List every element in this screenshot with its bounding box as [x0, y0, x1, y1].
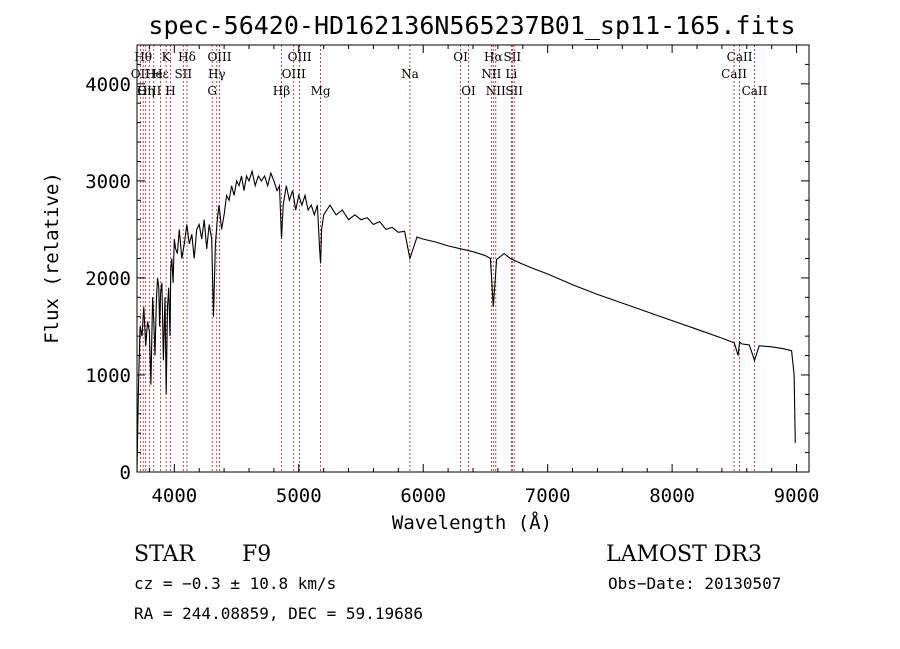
y-tick-label: 3000 — [85, 171, 131, 193]
object-class: STAR — [134, 542, 196, 567]
line-marker-label: G — [207, 84, 217, 98]
line-markers — [139, 45, 755, 472]
line-marker-label: OI — [461, 84, 476, 98]
line-marker-label: Hδ — [178, 50, 196, 64]
line-marker-label: Mg — [311, 84, 331, 98]
line-marker-label: OIII — [137, 84, 161, 98]
line-marker-label: NII — [481, 67, 501, 81]
line-marker-label: CaII — [742, 84, 768, 98]
line-marker-label: CaII — [721, 67, 747, 81]
y-axis-ticks: 0 1000 2000 3000 4000 — [85, 44, 809, 484]
line-marker-label: Na — [401, 67, 419, 81]
line-marker-label: CaII — [727, 50, 753, 64]
line-marker-label: K — [162, 50, 172, 64]
x-tick-label: 4000 — [151, 485, 197, 507]
line-marker-labels: OIIHθHηOIIIHeHεKHSIIHδGHγOIIIHβOIIIOIIIM… — [131, 50, 768, 98]
line-marker-label: SII — [503, 50, 521, 64]
line-marker-label: SII — [505, 84, 523, 98]
x-tick-label: 5000 — [276, 485, 322, 507]
redshift-readout: cz = −0.3 ± 10.8 km/s — [134, 574, 336, 593]
chart-title: spec-56420-HD162136N565237B01_sp11-165.f… — [148, 11, 795, 40]
line-marker-label: SII — [174, 67, 192, 81]
y-tick-label: 2000 — [85, 268, 131, 290]
y-tick-label: 1000 — [85, 365, 131, 387]
x-axis-label: Wavelength (Å) — [392, 511, 552, 534]
line-marker-label: Li — [505, 67, 517, 81]
line-marker-label: OII — [131, 67, 151, 81]
line-marker-label: OI — [453, 50, 468, 64]
y-tick-label: 4000 — [85, 74, 131, 96]
line-marker-label: Hη — [137, 84, 155, 98]
spectrum-line — [136, 169, 796, 473]
x-axis-ticks: 4000 5000 6000 7000 8000 9000 — [148, 45, 820, 507]
obs-date: Obs−Date: 20130507 — [608, 574, 781, 593]
line-marker-label: OIII — [207, 50, 231, 64]
line-marker-label: OIII — [282, 67, 306, 81]
survey-name: LAMOST DR3 — [606, 542, 762, 567]
line-marker-label: Hθ — [134, 50, 152, 64]
line-marker-label: Hβ — [273, 84, 290, 98]
line-marker-label: NII — [486, 84, 506, 98]
x-tick-label: 8000 — [649, 485, 695, 507]
line-marker-label: He — [145, 67, 163, 81]
coordinates: RA = 244.08859, DEC = 59.19686 — [134, 604, 423, 623]
y-tick-label: 0 — [120, 462, 131, 484]
x-tick-label: 9000 — [774, 485, 820, 507]
x-tick-label: 7000 — [525, 485, 571, 507]
plot-frame — [136, 44, 810, 473]
line-marker-label: Hα — [484, 50, 503, 64]
y-axis-label: Flux (relative) — [41, 172, 63, 344]
line-marker-label: OIII — [288, 50, 312, 64]
object-subclass: F9 — [242, 542, 271, 567]
line-marker-label: Hε — [152, 67, 169, 81]
x-tick-label: 6000 — [400, 485, 446, 507]
line-marker-label: Hγ — [208, 67, 226, 81]
line-marker-label: H — [165, 84, 175, 98]
